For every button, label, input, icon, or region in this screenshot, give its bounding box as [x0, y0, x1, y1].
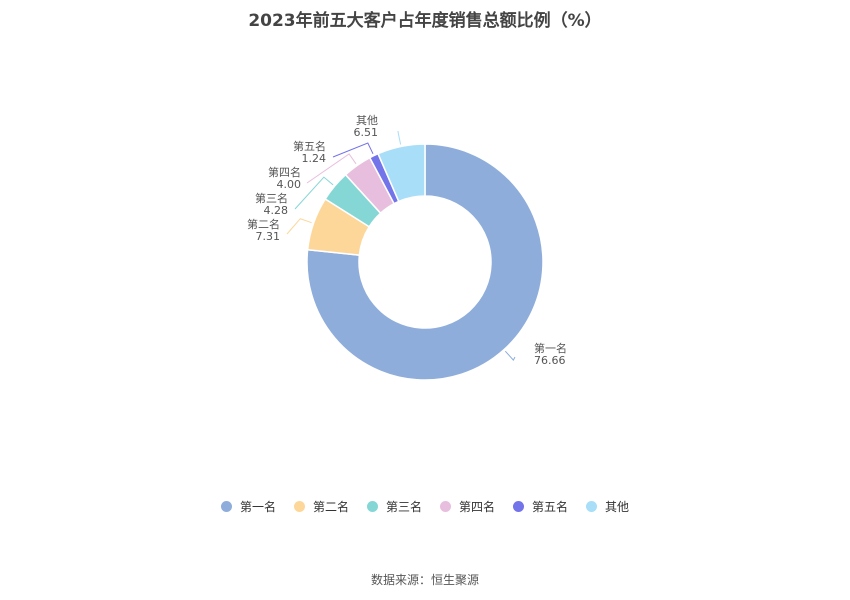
slice-1[interactable]: [306, 143, 544, 381]
slice-label-value-3: 4.28: [264, 204, 289, 217]
legend-label-4: 第四名: [459, 500, 496, 514]
legend-item-2[interactable]: 第二名: [293, 498, 349, 515]
slice-label-name-3: 第三名: [255, 191, 288, 205]
legend-marker-5: [513, 501, 525, 512]
leader-line-6: [397, 130, 402, 145]
slice-6[interactable]: [377, 143, 426, 203]
leader-line-5: [332, 142, 374, 158]
leader-line-4: [306, 153, 357, 184]
leader-line-2: [286, 218, 312, 235]
legend-label-2: 第二名: [312, 500, 349, 514]
legend-marker-4: [440, 501, 451, 512]
legend-item-5[interactable]: 第五名: [513, 498, 568, 515]
legend-label-6: 其他: [605, 500, 630, 514]
legend-item-1[interactable]: 第一名: [220, 498, 276, 515]
leader-line-1: [504, 350, 516, 361]
leader-line-3: [294, 176, 334, 210]
legend: 第一名 第二名 第三名 第四名 第五名 其他: [0, 498, 850, 515]
slice-label-name-2: 第二名: [247, 217, 280, 231]
slice-label-value-5: 1.24: [302, 152, 327, 165]
data-source: 数据来源：恒生聚源: [370, 573, 479, 587]
legend-label-1: 第一名: [239, 500, 276, 514]
legend-marker-6: [586, 501, 598, 512]
legend-item-4[interactable]: 第四名: [440, 498, 495, 515]
slice-label-value-6: 6.51: [354, 126, 379, 139]
slice-label-value-4: 4.00: [277, 178, 302, 191]
legend-label-3: 第三名: [385, 500, 422, 514]
slice-label-name-5: 第五名: [293, 139, 326, 153]
slice-label-name-6: 其他: [356, 114, 378, 127]
legend-marker-3: [366, 501, 378, 512]
legend-marker-1: [220, 501, 232, 512]
legend-item-3[interactable]: 第三名: [366, 498, 422, 515]
slice-label-value-2: 7.31: [256, 230, 281, 243]
chart-title: 2023年前五大客户占年度销售总额比例（%）: [248, 11, 602, 31]
slice-label-name-1: 第一名: [534, 341, 567, 355]
legend-label-5: 第五名: [532, 500, 569, 514]
slice-label-value-1: 76.66: [534, 354, 566, 367]
legend-marker-2: [293, 501, 305, 512]
legend-item-6[interactable]: 其他: [586, 498, 629, 515]
slice-label-name-4: 第四名: [268, 165, 301, 179]
